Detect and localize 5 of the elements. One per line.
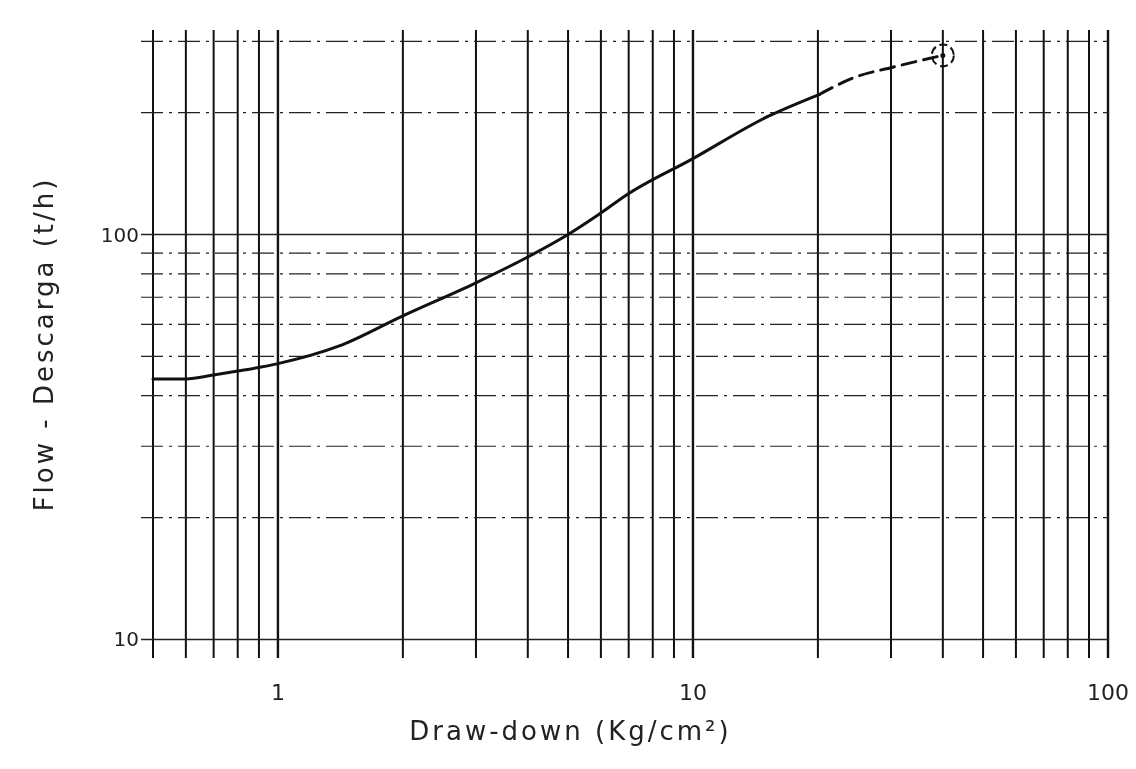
x-tick-label: 1 xyxy=(270,680,285,705)
x-tick-label: 100 xyxy=(1087,680,1129,705)
x-tick-label: 10 xyxy=(678,680,707,705)
x-axis-title: Draw-down (Kg/cm²) xyxy=(409,716,732,746)
y-axis-title: Flow - Descarga (t/h) xyxy=(29,176,59,512)
